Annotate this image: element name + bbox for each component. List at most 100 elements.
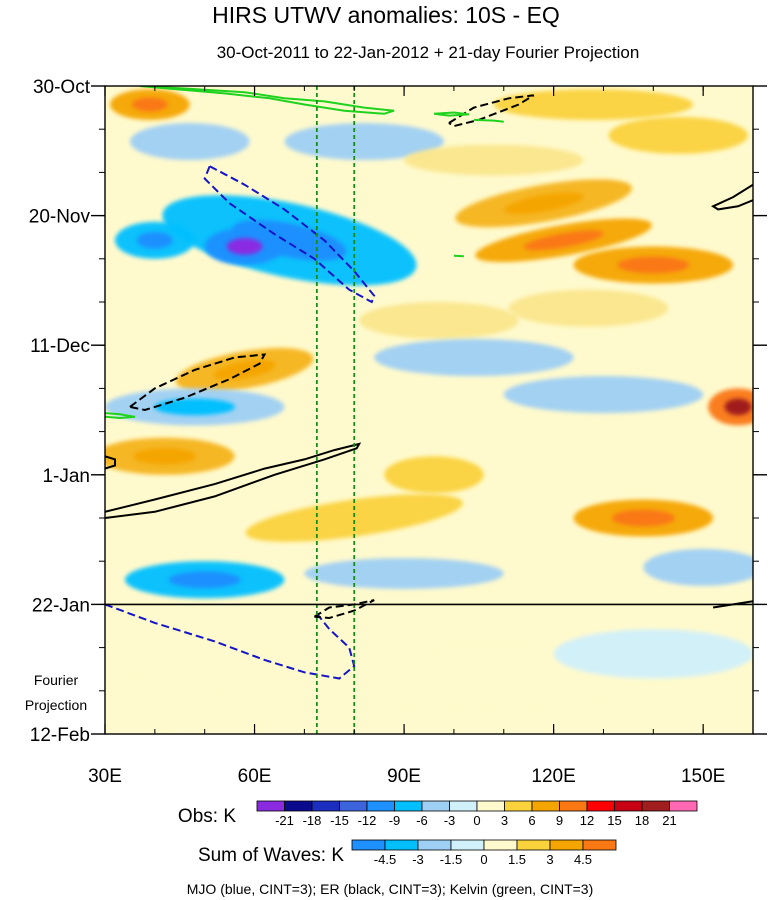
projection-label-line-2: Projection — [25, 697, 87, 713]
colorbar-swatch — [449, 800, 478, 812]
anomaly-patch-core — [168, 571, 241, 589]
colorbar-swatch — [504, 800, 533, 812]
colorbar-level-label: 4.5 — [574, 852, 592, 867]
reference-longitude-lines — [315, 86, 356, 734]
colorbar-level-label: -18 — [303, 813, 322, 828]
colorbar-level-label: 1.5 — [508, 852, 526, 867]
colorbar-swatch — [531, 800, 560, 812]
colorbar-swatch — [582, 839, 617, 851]
wave-legend-footnote: MJO (blue, CINT=3); ER (black, CINT=3); … — [187, 881, 594, 897]
y-tick-label: 12-Feb — [30, 725, 90, 746]
kelvin-contour — [105, 412, 136, 420]
anomaly-patch — [359, 302, 519, 340]
anomaly-patch-core — [523, 230, 604, 251]
colorbar-level-label: -15 — [330, 813, 349, 828]
waves-colorbar: Sum of Waves: K -4.5 -3 -1.5 0 1.5 3 4.5 — [198, 839, 617, 867]
x-tick-label: 60E — [238, 766, 272, 787]
kelvin-contour — [139, 86, 395, 115]
x-tick-label: 90E — [387, 766, 421, 787]
anomaly-patch-core — [154, 398, 236, 416]
y-tick-label: 22-Jan — [32, 595, 90, 616]
anomaly-patch — [508, 289, 669, 327]
anomaly-patch — [284, 123, 444, 161]
er-contour — [710, 183, 753, 211]
colorbar-level-label: 12 — [580, 813, 594, 828]
chart-title: HIRS UTWV anomalies: 10S - EQ — [212, 2, 560, 28]
waves-colorbar-label: Sum of Waves: K — [198, 845, 344, 866]
x-tick-label: 30E — [88, 766, 122, 787]
anomaly-patch-core — [611, 509, 675, 527]
colorbar-level-label: -6 — [416, 813, 428, 828]
anomaly-patch-core — [617, 256, 690, 274]
anomaly-patch-core — [213, 360, 276, 380]
anomaly-patch — [129, 123, 250, 161]
anomaly-patch-core — [131, 97, 168, 112]
anomaly-patch — [404, 144, 584, 176]
colorbar-level-label: -12 — [358, 813, 377, 828]
y-tick-label: 1-Jan — [42, 466, 90, 487]
er-contour — [313, 599, 375, 620]
er-contour — [129, 353, 267, 412]
anomaly-patch — [384, 456, 484, 494]
anomaly-patch — [105, 678, 225, 728]
colorbar-level-label: 6 — [528, 813, 535, 828]
projection-label-line-1: Fourier — [34, 672, 79, 688]
y-tick-label: 11-Dec — [30, 336, 90, 357]
mjo-contour — [105, 603, 356, 680]
colorbar-level-label: 9 — [556, 813, 563, 828]
colorbar-swatch — [586, 800, 615, 812]
observed-anomalies-layer — [105, 89, 753, 599]
x-tick-label: 120E — [531, 766, 575, 787]
anomaly-patch — [643, 548, 753, 586]
colorbar-swatch — [450, 839, 485, 851]
chart-subtitle: 30-Oct-2011 to 22-Jan-2012 + 21-day Four… — [217, 43, 640, 62]
wave-contours-layer — [105, 86, 753, 680]
colorbar-swatch — [311, 800, 340, 812]
colorbar-swatch — [641, 800, 670, 812]
anomaly-patch-core — [133, 447, 197, 465]
colorbar-swatch — [483, 839, 518, 851]
colorbar-level-label: 18 — [635, 813, 649, 828]
colorbar-swatch — [516, 839, 551, 851]
colorbar-level-label: 3 — [546, 852, 553, 867]
er-contour — [105, 442, 362, 519]
anomaly-patch-core — [503, 192, 584, 215]
colorbar-level-label: -3 — [412, 852, 424, 867]
colorbar-level-label: -1.5 — [440, 852, 462, 867]
y-tick-label: 20-Nov — [29, 207, 91, 228]
colorbar-level-label: -4.5 — [374, 852, 396, 867]
y-tick-label: 30-Oct — [33, 77, 91, 98]
plot-frame — [104, 85, 754, 735]
kelvin-contour — [453, 254, 464, 258]
x-tick-label: 150E — [681, 766, 725, 787]
anomaly-patch-core — [226, 238, 263, 255]
colorbar-swatch — [614, 800, 643, 812]
colorbar-level-label: -21 — [275, 813, 294, 828]
colorbar-swatch — [284, 800, 313, 812]
colorbar-level-label: 0 — [473, 813, 480, 828]
colorbar-swatch — [549, 839, 584, 851]
colorbar-level-label: 0 — [480, 852, 487, 867]
anomaly-patch-core — [136, 231, 173, 249]
colorbar-swatch — [366, 800, 395, 812]
anomaly-patch — [553, 629, 753, 679]
colorbar-level-label: -9 — [389, 813, 401, 828]
anomaly-patch — [304, 558, 504, 589]
colorbar-level-label: 3 — [501, 813, 508, 828]
colorbar-swatch — [417, 839, 452, 851]
obs-colorbar: Obs: K -21 -18 -15 -12 -9 -6 -3 0 3 6 9 12 15 18 21 — [178, 800, 698, 828]
colorbar-level-label: 21 — [662, 813, 676, 828]
colorbar-level-label: 15 — [607, 813, 621, 828]
colorbar-swatch — [394, 800, 423, 812]
colorbar-swatch — [351, 839, 386, 851]
anomaly-patch — [608, 116, 749, 154]
colorbar-swatch — [384, 839, 419, 851]
projection-anomalies-layer — [105, 629, 753, 728]
anomaly-patch — [503, 376, 704, 414]
anomaly-patch-core — [724, 398, 752, 416]
anomaly-patch — [493, 89, 694, 120]
anomaly-patch — [374, 339, 574, 377]
er-contour — [105, 455, 116, 470]
kelvin-contour — [473, 118, 504, 123]
